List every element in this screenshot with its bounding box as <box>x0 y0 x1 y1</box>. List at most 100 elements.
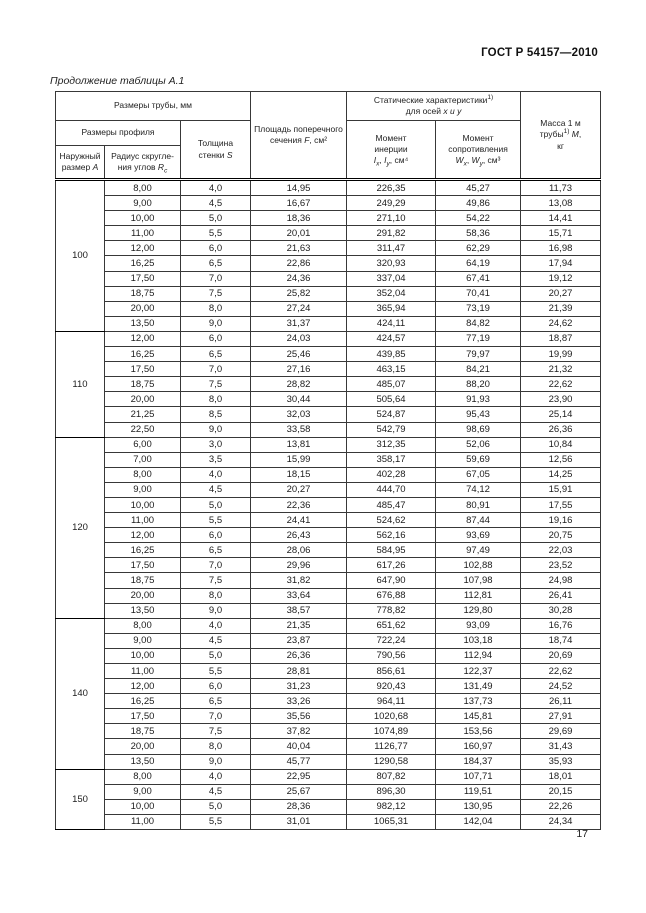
header-mass: Масса 1 м трубы1) М, кг <box>520 91 602 181</box>
value-cell: 10,00 <box>104 496 181 514</box>
value-cell: 5,0 <box>179 798 252 815</box>
value-cell: 18,15 <box>250 466 348 483</box>
value-cell: 12,00 <box>104 330 181 348</box>
value-cell: 6,0 <box>179 240 252 257</box>
value-cell: 402,28 <box>346 466 437 483</box>
value-cell: 28,06 <box>250 542 348 559</box>
table-body: 100 8,00 4,0 14,95 226,35 45,27 11,73 9,00 4,5 16… <box>55 178 602 831</box>
value-cell: 14,95 <box>250 178 348 197</box>
value-cell: 25,46 <box>250 346 348 363</box>
value-cell: 70,41 <box>435 285 522 302</box>
value-cell: 5,5 <box>179 662 252 680</box>
value-cell: 26,11 <box>520 693 602 710</box>
value-cell: 122,37 <box>435 662 522 680</box>
table-row: 11,00 5,5 28,81 856,61 122,37 22,62 <box>56 662 602 680</box>
value-cell: 4,5 <box>179 632 252 649</box>
value-cell: 7,0 <box>179 270 252 287</box>
value-cell: 17,55 <box>520 496 602 514</box>
value-cell: 9,00 <box>104 632 181 649</box>
value-cell: 6,5 <box>179 346 252 363</box>
value-cell: 16,98 <box>520 240 602 257</box>
value-cell: 7,5 <box>179 285 252 302</box>
header-wall-thickness: Толщина стенки S <box>179 120 252 181</box>
table-row: 18,75 7,5 37,82 1074,89 153,56 29,69 <box>56 723 602 740</box>
value-cell: 6,0 <box>179 678 252 695</box>
value-cell: 856,61 <box>346 662 437 680</box>
value-cell: 31,43 <box>520 738 602 755</box>
table-row: 16,25 6,5 25,46 439,85 79,97 19,99 <box>56 346 602 363</box>
table-row: 16,25 6,5 28,06 584,95 97,49 22,03 <box>56 542 602 559</box>
value-cell: 33,64 <box>250 587 348 604</box>
value-cell: 9,0 <box>179 602 252 619</box>
value-cell: 6,00 <box>104 436 181 453</box>
value-cell: 651,62 <box>346 617 437 634</box>
value-cell: 463,15 <box>346 361 437 378</box>
value-cell: 8,00 <box>104 617 181 634</box>
mass-variable: М <box>571 129 579 140</box>
value-cell: 3,5 <box>179 451 252 468</box>
value-cell: 45,27 <box>435 178 522 197</box>
value-cell: 84,21 <box>435 361 522 378</box>
value-cell: 20,01 <box>250 225 348 242</box>
value-cell: 4,0 <box>179 466 252 483</box>
value-cell: 24,03 <box>250 330 348 348</box>
header-row-1: Размеры трубы, мм Площадь поперечного се… <box>54 91 602 181</box>
value-cell: 31,23 <box>250 678 348 695</box>
value-cell: 30,44 <box>250 391 348 408</box>
value-cell: 16,25 <box>104 542 181 559</box>
value-cell: 12,00 <box>104 678 181 695</box>
value-cell: 5,5 <box>179 813 252 831</box>
value-cell: 95,43 <box>435 406 522 423</box>
table-row: 17,50 7,0 27,16 463,15 84,21 21,32 <box>56 361 602 378</box>
value-cell: 35,93 <box>520 753 602 770</box>
value-cell: 37,82 <box>250 723 348 740</box>
value-cell: 424,11 <box>346 315 437 332</box>
value-cell: 4,5 <box>179 783 252 800</box>
value-cell: 11,00 <box>104 225 181 242</box>
value-cell: 142,04 <box>435 813 522 831</box>
value-cell: 964,11 <box>346 693 437 710</box>
value-cell: 17,50 <box>104 708 181 725</box>
value-cell: 10,00 <box>104 647 181 665</box>
value-cell: 16,67 <box>250 195 348 212</box>
value-cell: 8,00 <box>104 178 181 197</box>
value-cell: 16,25 <box>104 255 181 272</box>
value-cell: 22,62 <box>520 376 602 393</box>
table-row: 100 8,00 4,0 14,95 226,35 45,27 11,73 <box>55 178 602 332</box>
value-cell: 145,81 <box>435 708 522 725</box>
table-row: 140 8,00 4,0 21,35 651,62 93,09 16,76 <box>55 617 602 770</box>
value-cell: 12,00 <box>104 240 181 257</box>
value-cell: 896,30 <box>346 783 437 800</box>
value-cell: 505,64 <box>346 391 437 408</box>
value-cell: 4,5 <box>179 481 252 498</box>
value-cell: 17,50 <box>104 557 181 574</box>
value-cell: 7,5 <box>179 572 252 589</box>
value-cell: 20,00 <box>104 300 181 317</box>
value-cell: 79,97 <box>435 346 522 363</box>
outer-size-group-cell: 140 <box>55 617 105 770</box>
axes-variables: x и y <box>443 106 462 116</box>
value-cell: 13,81 <box>250 436 348 453</box>
value-cell: 249,29 <box>346 195 437 212</box>
value-cell: 13,08 <box>520 195 602 212</box>
value-cell: 107,71 <box>435 768 522 785</box>
value-cell: 13,50 <box>104 602 181 619</box>
table-row: 150 8,00 4,0 22,95 807,82 107,71 18,01 <box>55 768 602 831</box>
value-cell: 130,95 <box>435 798 522 815</box>
value-cell: 107,98 <box>435 572 522 589</box>
value-cell: 20,69 <box>520 647 602 665</box>
table-row: 20,00 8,0 27,24 365,94 73,19 21,39 <box>56 300 602 317</box>
value-cell: 18,01 <box>520 768 602 785</box>
area-variable: F <box>304 135 310 145</box>
table-row: 22,50 9,0 33,58 542,79 98,69 26,36 <box>56 421 602 438</box>
value-cell: 18,75 <box>104 572 181 589</box>
value-cell: 7,5 <box>179 376 252 393</box>
value-cell: 365,94 <box>346 300 437 317</box>
value-cell: 722,24 <box>346 632 437 649</box>
value-cell: 9,0 <box>179 421 252 438</box>
value-cell: 647,90 <box>346 572 437 589</box>
value-cell: 129,80 <box>435 602 522 619</box>
value-cell: 352,04 <box>346 285 437 302</box>
value-cell: 4,0 <box>179 768 252 785</box>
table-row: 18,75 7,5 31,82 647,90 107,98 24,98 <box>56 572 602 589</box>
